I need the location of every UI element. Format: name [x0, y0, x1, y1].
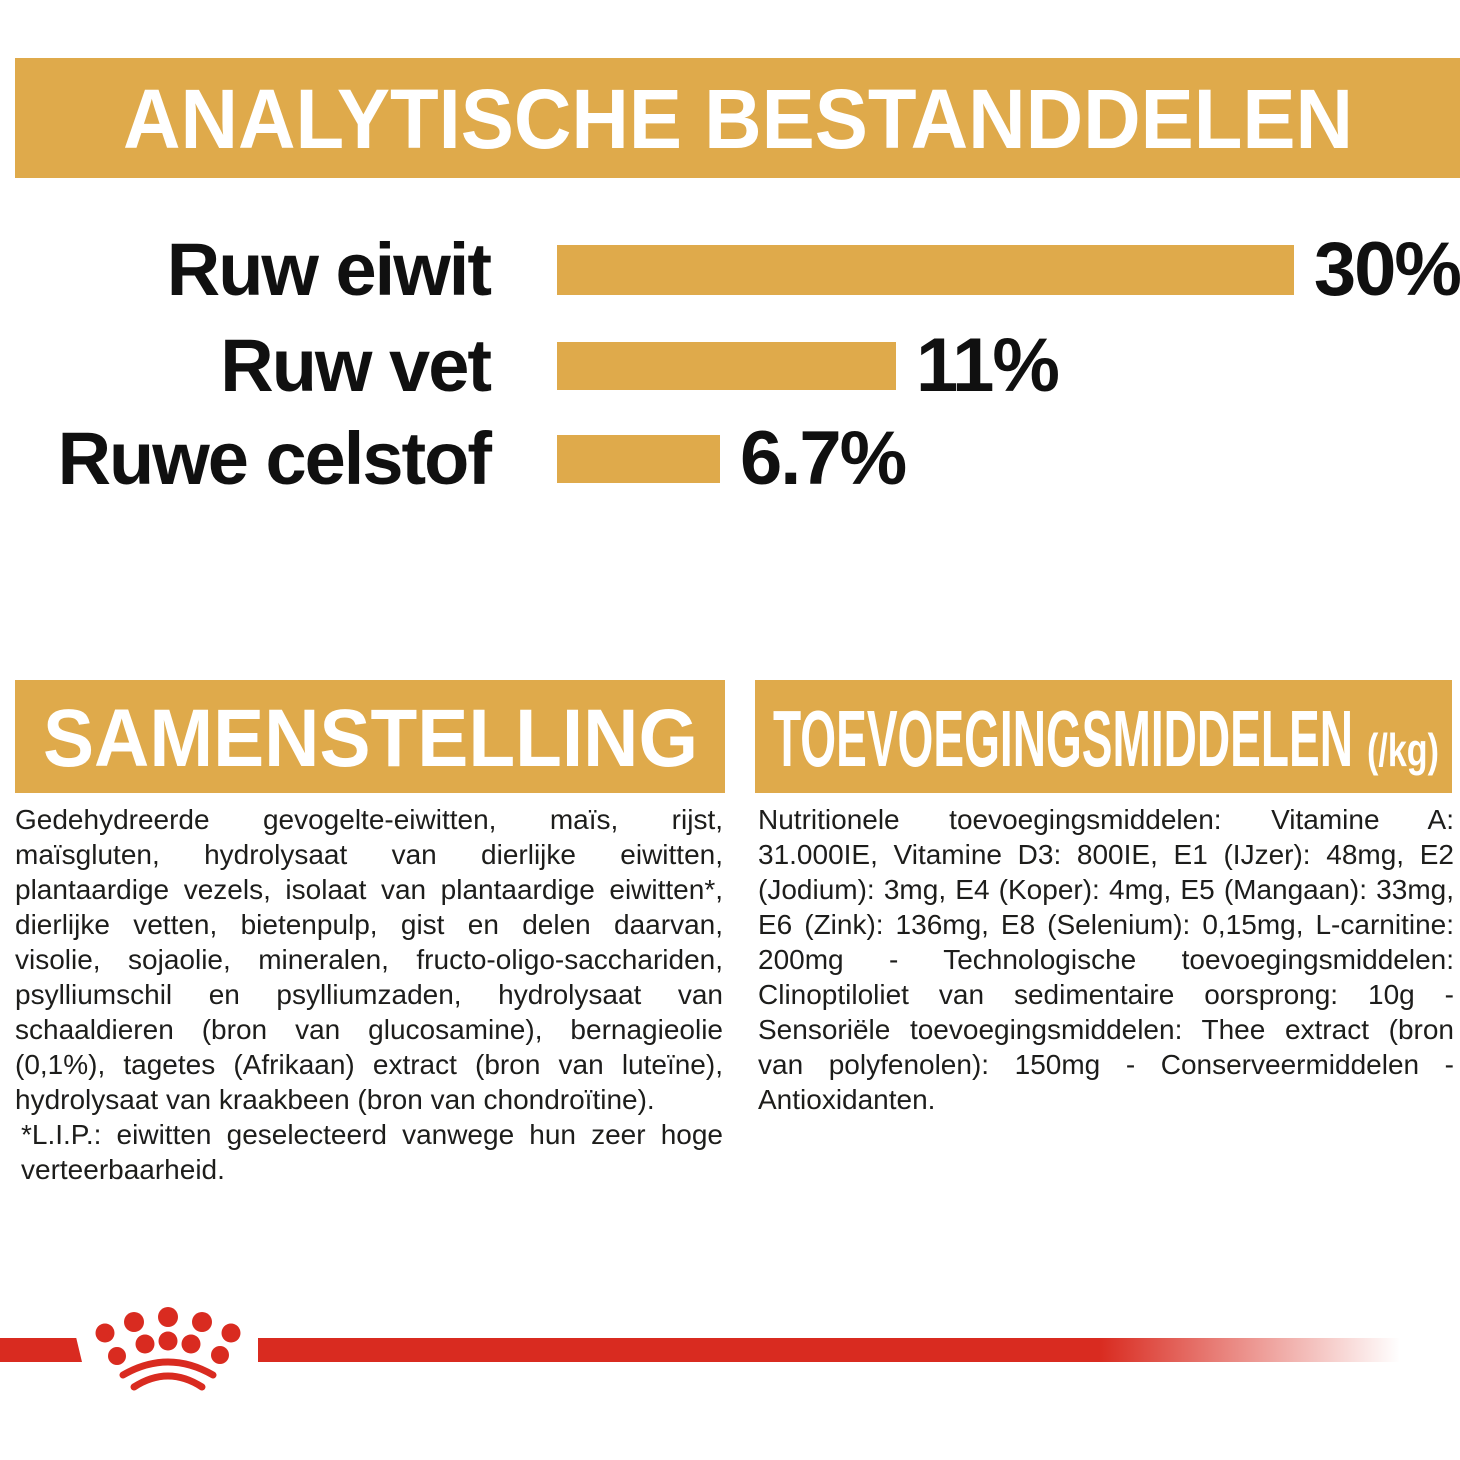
brand-stripe-left — [0, 1338, 82, 1362]
analytical-constituents-title: ANALYTISCHE BESTANDDELEN — [123, 72, 1353, 166]
chart-bar-crude-protein — [557, 245, 1294, 295]
banner-title-canvas: TOEVOEGINGSMIDDELEN (/kg) — [773, 694, 1439, 783]
chart-value-label: 30% — [1313, 227, 1460, 312]
composition-text-block: Gedehydreerde gevogelte-eiwitten, maïs, … — [15, 802, 723, 1187]
royal-canin-crown-logo-icon — [95, 1307, 241, 1391]
analytical-constituents-banner: ANALYTISCHE BESTANDDELEN — [15, 58, 1460, 178]
banner-title-canvas: ANALYTISCHE BESTANDDELEN — [123, 72, 1353, 166]
brand-stripe-right — [258, 1338, 1460, 1362]
chart-row-crude-fat: Ruw vet 11% — [0, 328, 1460, 404]
chart-bar-crude-fat — [557, 342, 896, 390]
chart-category-label: Ruw eiwit — [166, 228, 492, 311]
additives-title: TOEVOEGINGSMIDDELEN — [773, 694, 1353, 783]
chart-category-label: Ruw vet — [220, 324, 492, 407]
chart-value-label: 11% — [916, 323, 1060, 408]
chart-value-label: 6.7% — [740, 416, 907, 501]
banner-title-canvas: SAMENSTELLING — [43, 693, 698, 784]
additives-text-block: Nutritionele toevoegingsmiddelen: Vitami… — [758, 802, 1454, 1117]
additives-title-unit: (/kg) — [1367, 724, 1439, 776]
lip-note: *L.I.P.: eiwitten geselecteerd vanwege h… — [21, 1119, 723, 1185]
chart-bar-crude-fibre — [557, 435, 720, 483]
chart-row-crude-fibre: Ruwe celstof 6.7% — [0, 421, 1460, 497]
additives-body: Nutritionele toevoegingsmiddelen: Vitami… — [758, 804, 1454, 1115]
composition-body: Gedehydreerde gevogelte-eiwitten, maïs, … — [15, 804, 723, 1115]
chart-category-label: Ruwe celstof — [57, 417, 492, 500]
composition-banner: SAMENSTELLING — [15, 680, 725, 793]
composition-title: SAMENSTELLING — [43, 693, 698, 784]
chart-row-crude-protein: Ruw eiwit 30% — [0, 232, 1460, 308]
additives-banner: TOEVOEGINGSMIDDELEN (/kg) — [755, 680, 1452, 793]
